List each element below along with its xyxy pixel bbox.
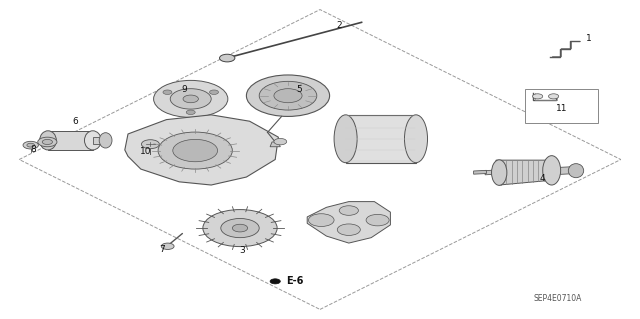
Ellipse shape — [99, 133, 112, 148]
Circle shape — [221, 219, 259, 238]
Circle shape — [141, 140, 159, 149]
Circle shape — [532, 94, 543, 99]
Text: SEP4E0710A: SEP4E0710A — [534, 294, 582, 303]
Text: 2: 2 — [337, 21, 342, 30]
Text: 7: 7 — [159, 245, 164, 254]
Circle shape — [183, 95, 198, 103]
Circle shape — [308, 214, 334, 226]
Circle shape — [23, 141, 38, 149]
Circle shape — [154, 80, 228, 117]
Text: 11: 11 — [556, 104, 568, 113]
Polygon shape — [125, 115, 278, 185]
Ellipse shape — [492, 160, 507, 185]
Text: 1: 1 — [586, 34, 591, 43]
Text: 9: 9 — [182, 85, 187, 94]
Circle shape — [220, 54, 235, 62]
Text: 10: 10 — [140, 147, 152, 156]
Text: 5: 5 — [297, 85, 302, 94]
Text: 8: 8 — [31, 145, 36, 154]
Circle shape — [163, 90, 172, 94]
Circle shape — [27, 143, 35, 147]
Text: E-6: E-6 — [285, 276, 303, 286]
Ellipse shape — [40, 131, 56, 150]
Circle shape — [38, 137, 57, 147]
Circle shape — [42, 139, 52, 145]
Circle shape — [173, 139, 218, 162]
Ellipse shape — [404, 115, 428, 163]
Polygon shape — [346, 115, 416, 163]
Polygon shape — [552, 167, 576, 175]
Circle shape — [186, 110, 195, 115]
Circle shape — [170, 89, 211, 109]
Ellipse shape — [334, 115, 357, 163]
Circle shape — [209, 90, 218, 94]
Circle shape — [161, 243, 174, 249]
Polygon shape — [270, 142, 280, 147]
Circle shape — [548, 94, 559, 99]
Circle shape — [339, 206, 358, 215]
Circle shape — [259, 81, 317, 110]
Circle shape — [246, 75, 330, 116]
Polygon shape — [474, 170, 486, 174]
Circle shape — [232, 224, 248, 232]
Circle shape — [366, 214, 389, 226]
Circle shape — [158, 132, 232, 169]
Ellipse shape — [543, 156, 561, 185]
Ellipse shape — [84, 131, 101, 150]
Polygon shape — [307, 202, 390, 243]
Polygon shape — [93, 137, 106, 144]
Circle shape — [274, 138, 287, 145]
Circle shape — [337, 224, 360, 235]
Text: 6: 6 — [73, 117, 78, 126]
Text: 3: 3 — [239, 246, 244, 255]
Polygon shape — [485, 170, 501, 175]
Bar — [525, 89, 598, 123]
Polygon shape — [496, 160, 556, 185]
Circle shape — [203, 210, 277, 247]
Circle shape — [270, 279, 280, 284]
Polygon shape — [48, 131, 93, 150]
Text: 4: 4 — [540, 174, 545, 183]
Circle shape — [274, 89, 302, 103]
Ellipse shape — [568, 164, 584, 178]
